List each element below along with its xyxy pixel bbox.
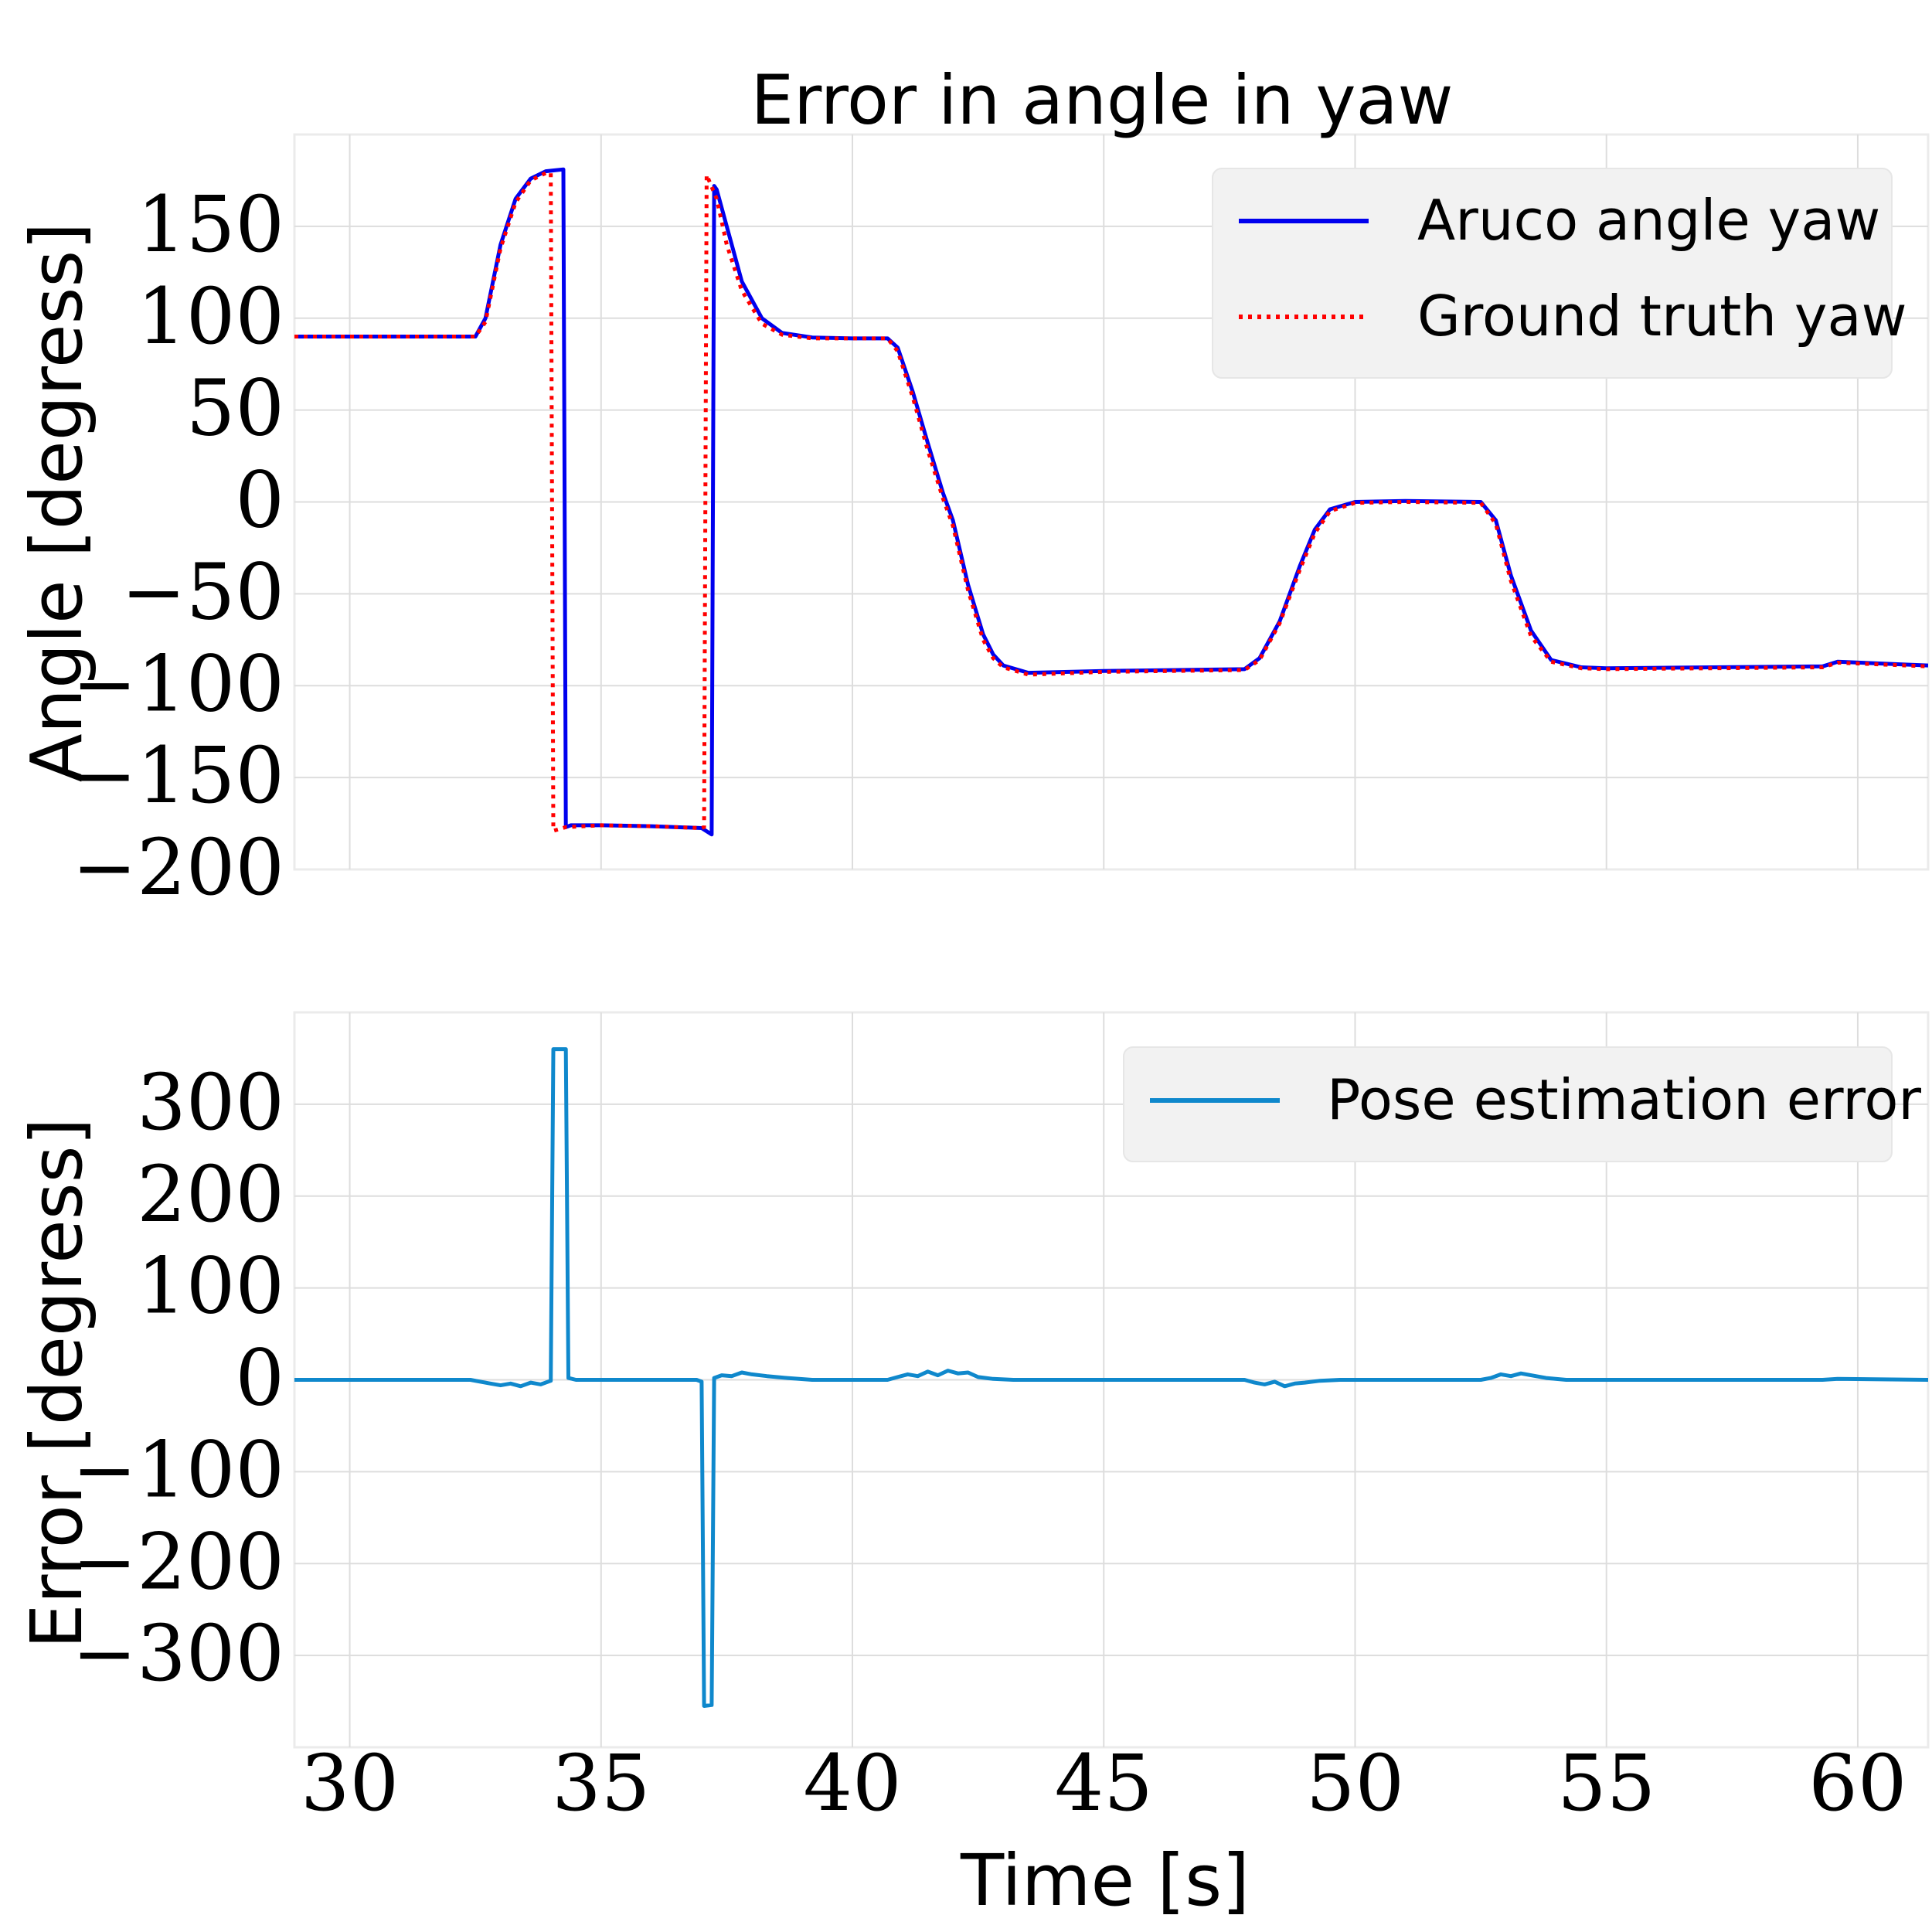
y-tick-label: 100 xyxy=(137,271,284,362)
y-tick-label: 50 xyxy=(186,363,284,454)
legend-label-aruco-angle-yaw: Aruco angle yaw xyxy=(1417,188,1880,253)
y-tick-label: 100 xyxy=(137,1241,284,1332)
y-tick-label: 0 xyxy=(235,455,284,546)
top-y-axis-label: Angle [degress] xyxy=(15,223,98,783)
x-tick-label: 55 xyxy=(1557,1738,1655,1828)
y-tick-label: −100 xyxy=(72,638,284,729)
bottom-legend: Pose estimation error xyxy=(1123,1046,1921,1162)
x-tick-label: 50 xyxy=(1306,1738,1404,1828)
y-tick-label: 200 xyxy=(137,1149,284,1240)
legend-label-pose-estimation-error: Pose estimation error xyxy=(1327,1067,1921,1132)
bottom-legend-box xyxy=(1123,1046,1893,1162)
y-tick-label: 0 xyxy=(235,1333,284,1423)
x-tick-label: 45 xyxy=(1055,1738,1153,1828)
series-line-pose-estimation-error xyxy=(294,1047,1928,1708)
y-tick-label: −200 xyxy=(72,822,284,913)
legend-label-ground-truth-yaw: Ground truth yaw xyxy=(1417,284,1907,349)
series-line-ground-truth-yaw xyxy=(294,171,1928,833)
y-tick-label: −300 xyxy=(72,1608,284,1699)
x-axis-label: Time [s] xyxy=(960,1839,1250,1922)
bottom-series xyxy=(294,1047,1928,1708)
y-tick-label: −200 xyxy=(72,1516,284,1607)
y-tick-label: 150 xyxy=(137,179,284,270)
y-tick-label: −50 xyxy=(121,546,284,637)
x-tick-label: 30 xyxy=(301,1738,399,1828)
top-legend: Aruco angle yaw Ground truth yaw xyxy=(1212,168,1907,379)
x-tick-label: 40 xyxy=(803,1738,901,1828)
x-tick-label: 60 xyxy=(1808,1738,1906,1828)
top-legend-box xyxy=(1212,168,1893,379)
chart-title: Error in angle in yaw xyxy=(751,60,1454,140)
x-tick-label: 35 xyxy=(552,1738,650,1828)
bottom-y-axis-label: Error [degress] xyxy=(15,1118,98,1649)
top-series xyxy=(294,167,1928,837)
x-tick-labels: 30 35 40 45 50 55 60 xyxy=(301,1738,1907,1828)
y-tick-label: −100 xyxy=(72,1424,284,1515)
y-tick-label: 300 xyxy=(137,1057,284,1148)
y-tick-label: −150 xyxy=(72,730,284,821)
